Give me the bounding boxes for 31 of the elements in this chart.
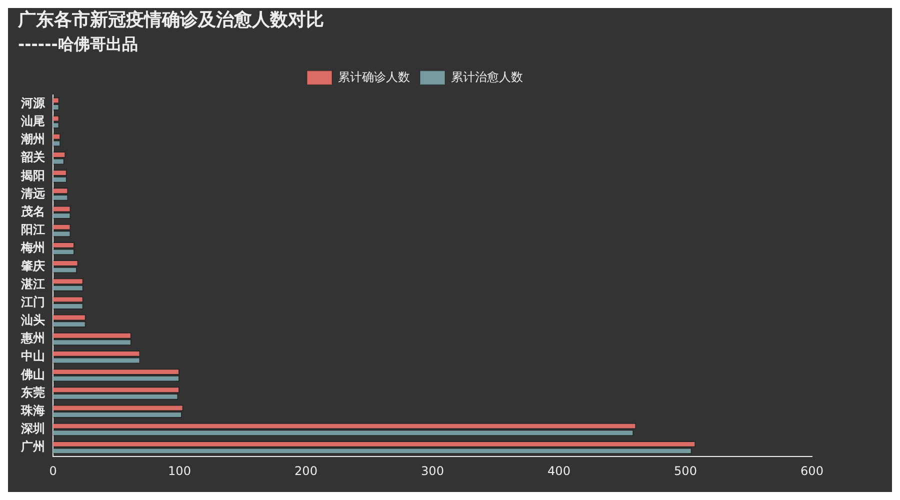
y-tick-label: 广州 (20, 440, 45, 454)
y-tick-label: 佛山 (20, 367, 45, 382)
chart-subtitle: ------哈佛哥出品 (18, 34, 138, 54)
y-tick-label: 潮州 (20, 132, 45, 146)
x-tick-label: 600 (800, 464, 824, 478)
legend-label: 累计治愈人数 (451, 70, 523, 84)
x-tick-label: 300 (421, 464, 444, 478)
y-tick-label: 中山 (21, 349, 45, 364)
legend-label: 累计确诊人数 (338, 70, 410, 84)
y-tick-label: 揭阳 (20, 168, 45, 182)
y-tick-label: 惠州 (20, 331, 45, 346)
y-tick-label: 湛江 (20, 276, 45, 291)
x-tick-label: 100 (168, 464, 191, 478)
y-tick-label: 茂名 (20, 204, 45, 219)
y-tick-label: 韶关 (20, 150, 46, 164)
x-tick-label: 400 (548, 464, 570, 478)
x-tick-label: 0 (49, 464, 57, 478)
y-tick-label: 梅州 (20, 240, 45, 255)
y-tick-label: 东莞 (20, 385, 45, 400)
y-tick-label: 清远 (20, 186, 46, 200)
y-tick-label: 汕头 (20, 313, 45, 328)
y-tick-label: 河源 (20, 96, 46, 110)
y-tick-label: 阳江 (21, 222, 45, 237)
x-tick-label: 200 (294, 464, 318, 478)
y-tick-label: 汕尾 (20, 114, 45, 128)
x-tick-label: 500 (674, 464, 697, 478)
y-tick-label: 肇庆 (20, 258, 45, 273)
chart-title: 广东各市新冠疫情确诊及治愈人数对比 (17, 9, 324, 30)
y-tick-label: 珠海 (20, 404, 45, 418)
y-tick-label: 深圳 (20, 422, 45, 436)
y-tick-label: 江门 (20, 294, 45, 309)
